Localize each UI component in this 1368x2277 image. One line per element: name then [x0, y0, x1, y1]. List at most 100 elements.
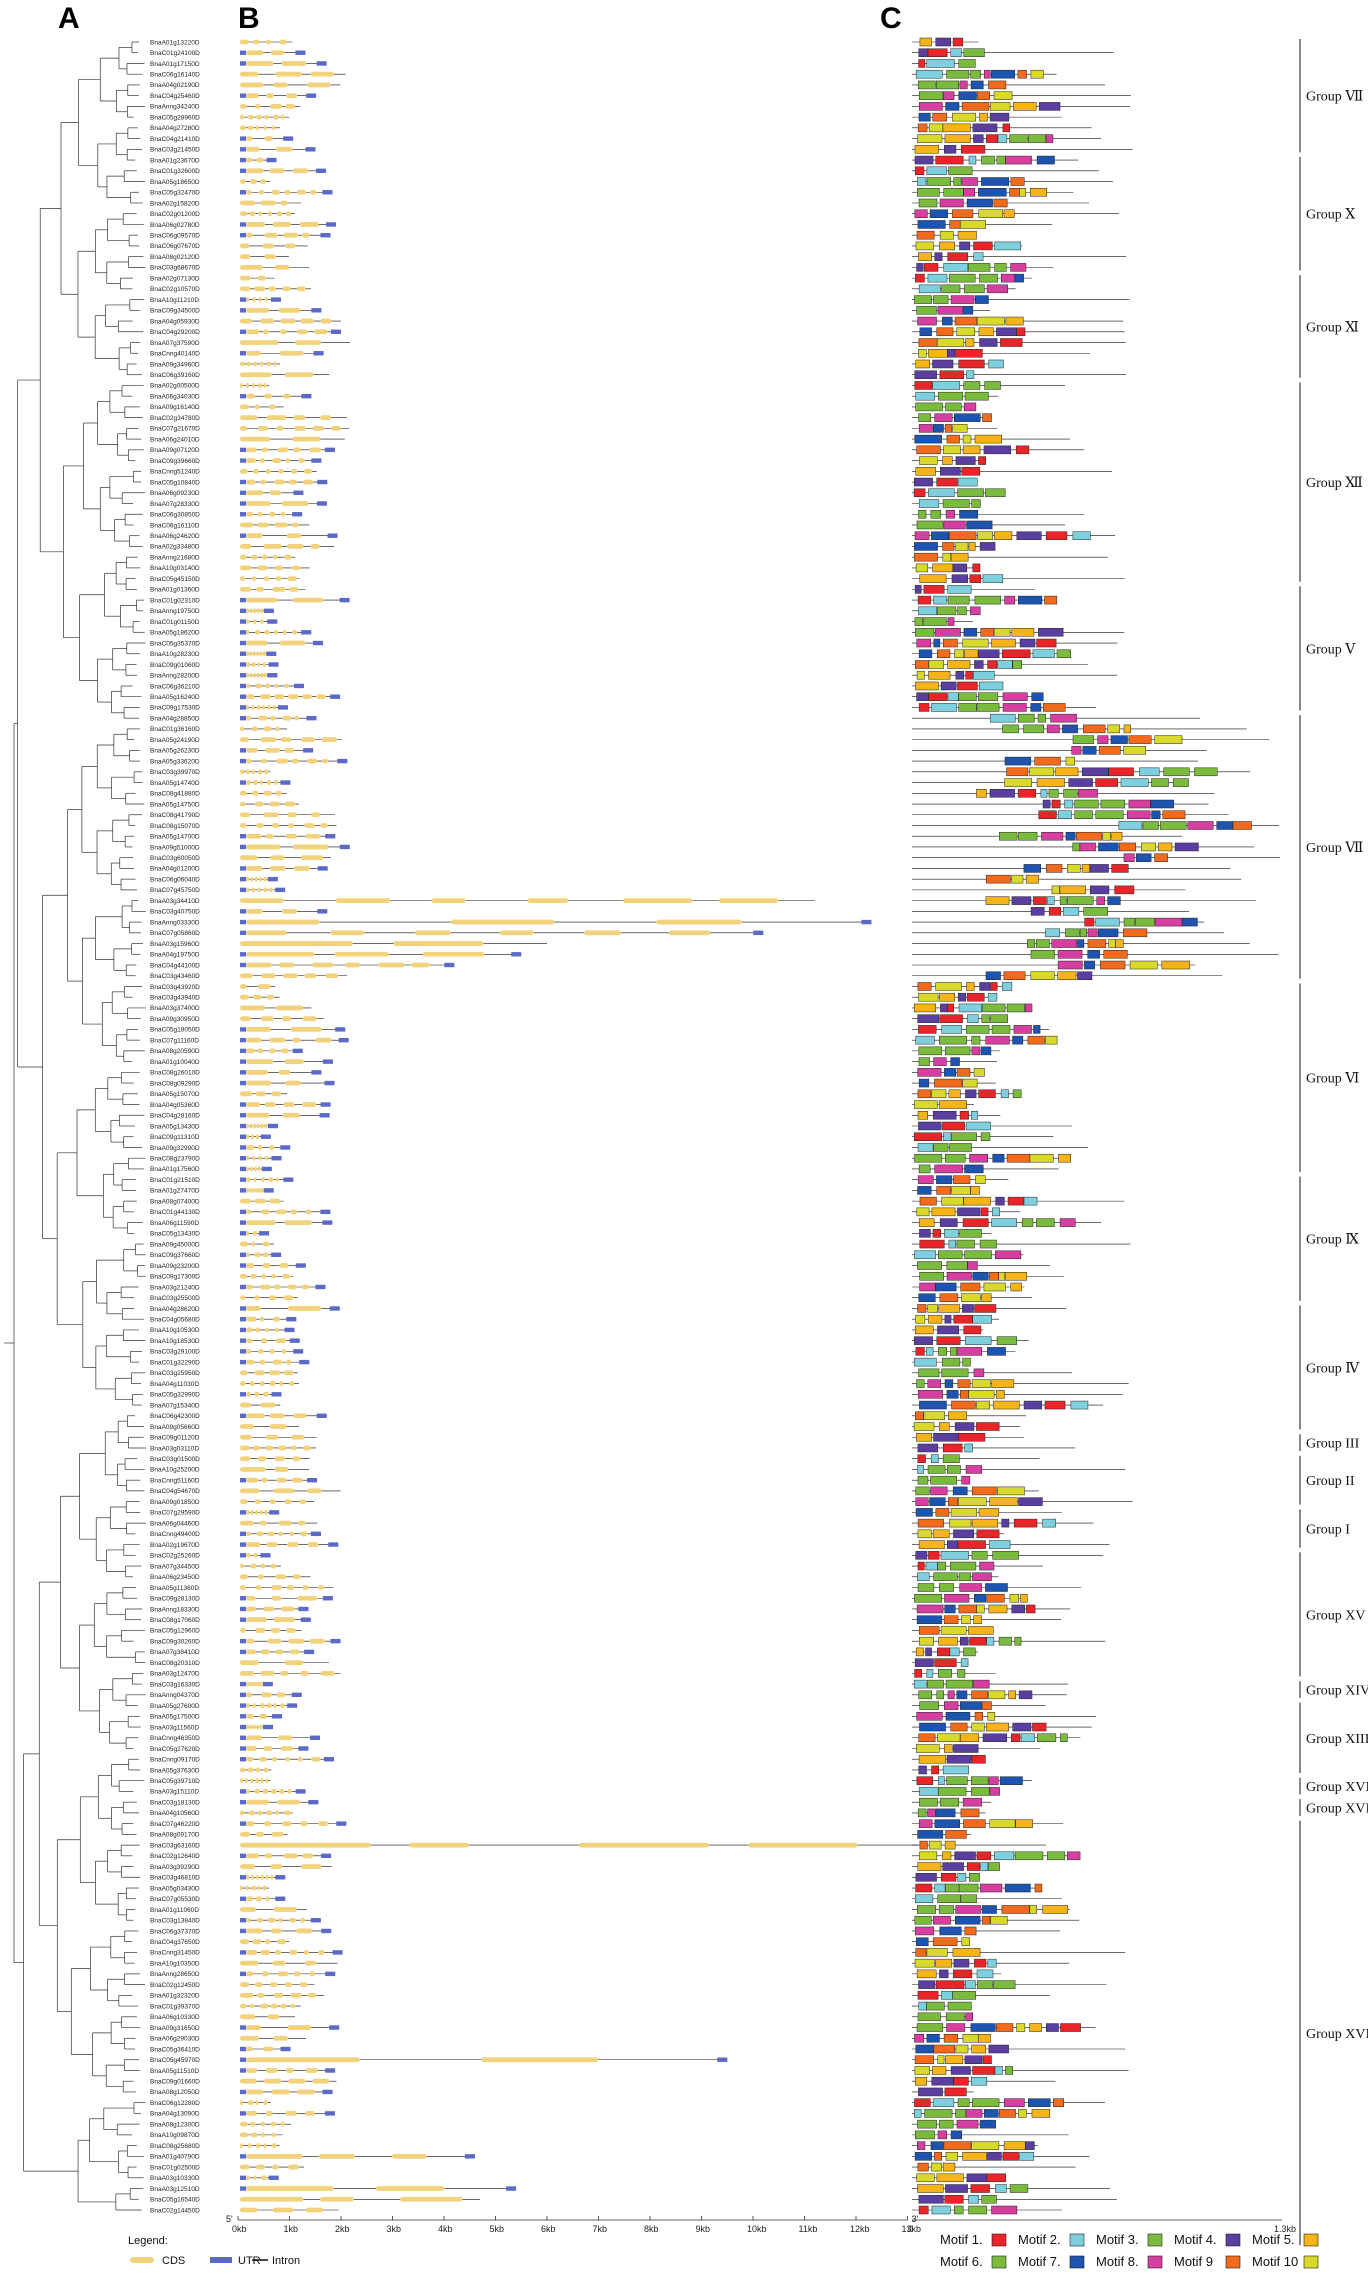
motif-block	[916, 1379, 925, 1388]
axis-tick-label: 7kb	[593, 2224, 608, 2234]
motif-block	[1046, 1851, 1066, 1861]
motif-block	[914, 2152, 933, 2161]
cds-block	[261, 973, 276, 979]
motif-block	[965, 338, 975, 347]
cds-block	[246, 350, 262, 356]
motif-block	[953, 1314, 973, 1324]
group-label: Group Ⅶ	[1306, 90, 1363, 105]
cds-block	[527, 898, 569, 904]
gene-label: BnaC01g01150D	[150, 619, 200, 626]
motif-block	[919, 327, 932, 337]
motif-block	[917, 1304, 927, 1313]
motif-block	[1030, 907, 1045, 916]
motif-block	[981, 2195, 997, 2204]
motif-block	[925, 1647, 932, 1657]
cds-block	[656, 919, 742, 925]
motif-block	[983, 69, 991, 79]
motif-block	[958, 1883, 979, 1893]
motif-block	[957, 230, 977, 240]
motif-block	[918, 1057, 930, 1066]
cds-block	[252, 1939, 262, 1945]
motif-block	[1042, 1905, 1068, 1914]
cds-block	[265, 683, 271, 689]
motif-block	[990, 102, 1011, 111]
utr-block	[240, 2057, 246, 2062]
motif-block	[914, 370, 937, 379]
cds-block	[280, 2003, 287, 2009]
cds-block	[288, 2164, 299, 2170]
gene-label: BnaA10g28230D	[150, 651, 200, 658]
gene-label: BnaC09g17300D	[150, 1274, 200, 1281]
group-label: Group Ⅳ	[1306, 1361, 1360, 1376]
group-label: Group I	[1306, 1522, 1350, 1537]
cds-block	[255, 1831, 265, 1837]
motif-block	[972, 2066, 996, 2075]
cds-block	[280, 1606, 295, 1612]
utr-block	[323, 1757, 334, 1762]
motif-block	[917, 1529, 932, 1539]
gene-label: BnaA07g38410D	[150, 1649, 200, 1656]
motif-block	[918, 91, 944, 100]
utr-block	[464, 2154, 475, 2159]
cds-block	[246, 447, 257, 453]
cds-block	[264, 1853, 273, 1859]
cds-block	[269, 1982, 278, 1988]
motif-block	[914, 2066, 930, 2075]
gene-label: BnaA08g12300D	[150, 2121, 200, 2128]
motif-block	[1118, 821, 1143, 830]
utr-block	[260, 1134, 271, 1139]
gene-label: BnaC05g28960D	[150, 114, 200, 121]
utr-block	[306, 93, 317, 98]
motif-block	[918, 424, 933, 433]
motif-block	[953, 1958, 970, 1968]
cds-block	[284, 189, 291, 195]
utr-block	[240, 308, 246, 313]
motif-block	[1005, 155, 1032, 165]
cds-block	[246, 608, 249, 614]
motif-block	[958, 1003, 982, 1013]
gene-label: BnaC08g23790D	[150, 1155, 200, 1162]
cds-block	[279, 329, 287, 335]
gene-label: BnaA01g17560D	[150, 1166, 200, 1173]
motif-block	[998, 1272, 1006, 1281]
motif-block	[1023, 1196, 1038, 1206]
cds-block	[266, 93, 274, 99]
cds-block	[246, 1306, 262, 1311]
cds-block	[334, 951, 389, 957]
motif-block	[1111, 864, 1129, 873]
motif-block	[1009, 1593, 1020, 1603]
motif-block	[942, 1121, 965, 1131]
motif-block	[982, 1003, 1006, 1013]
cds-block	[271, 2132, 276, 2138]
motif-block	[954, 1851, 976, 1861]
cds-block	[240, 2164, 250, 2170]
motif-block	[978, 209, 1003, 218]
utr-block	[295, 1263, 306, 1268]
motif-block	[931, 531, 950, 540]
cds-block	[257, 275, 266, 281]
gene-label: BnaA03g11560D	[150, 1724, 199, 1731]
motif-block	[957, 681, 978, 691]
cds-block	[262, 243, 275, 249]
motif-block	[1098, 842, 1119, 852]
motif-block	[963, 1325, 982, 1335]
motif-block	[969, 574, 982, 583]
gene-label: BnaA10g25200D	[150, 1467, 200, 1474]
motif-block	[947, 1690, 955, 1700]
motif-block	[1078, 789, 1098, 798]
motif-block	[978, 188, 1007, 197]
motif-block	[947, 617, 955, 626]
motif-block	[952, 1991, 977, 2000]
motif-block	[1072, 735, 1095, 744]
motif-block	[950, 2130, 963, 2140]
cds-block	[250, 1874, 254, 1880]
motif-block	[934, 413, 953, 422]
cds-block	[272, 705, 276, 710]
motif-block	[1065, 831, 1076, 841]
gene-label: BnaC03g25950D	[150, 1370, 200, 1377]
cds-block	[249, 651, 253, 657]
cds-block	[578, 1842, 709, 1848]
utr-block	[240, 93, 246, 98]
cds-block	[280, 737, 292, 743]
cds-block	[246, 1703, 250, 1708]
